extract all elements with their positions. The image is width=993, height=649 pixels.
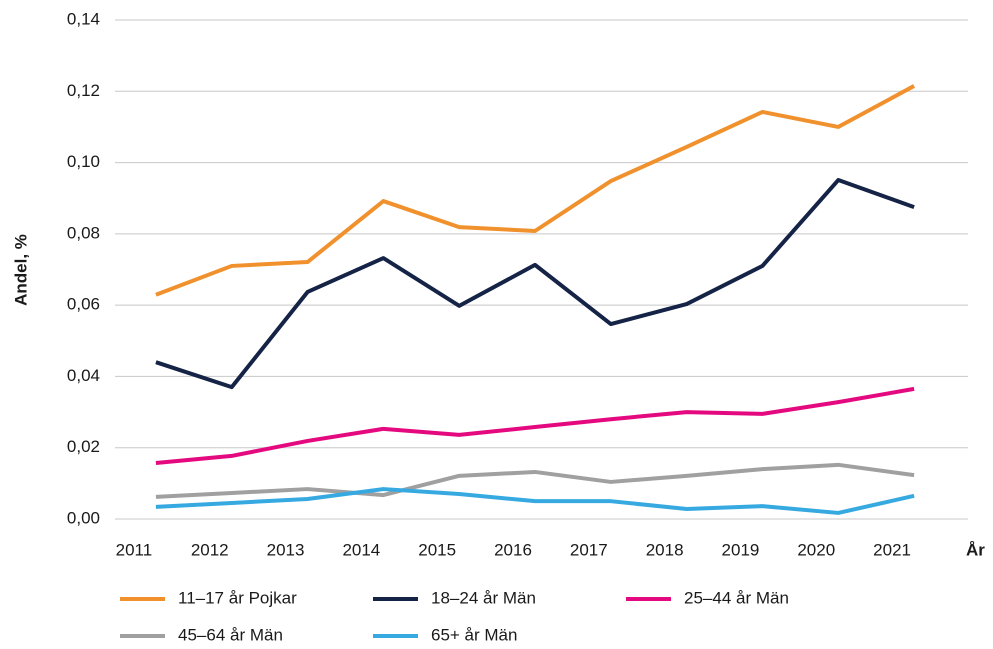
x-tick-label: 2021 xyxy=(873,540,911,559)
y-tick-label: 0,12 xyxy=(67,81,100,100)
x-tick-label: 2012 xyxy=(191,540,229,559)
x-tick-label: 2019 xyxy=(722,540,760,559)
x-tick-label: 2020 xyxy=(797,540,835,559)
y-tick-label: 0,08 xyxy=(67,223,100,242)
y-tick-label: 0,02 xyxy=(67,437,100,456)
y-tick-label: 0,06 xyxy=(67,295,100,314)
x-tick-label: 2018 xyxy=(646,540,684,559)
series-line xyxy=(155,386,915,466)
x-tick-label: 2015 xyxy=(418,540,456,559)
series-line xyxy=(155,487,915,515)
legend-label: 11–17 år Pojkar xyxy=(178,588,297,607)
x-tick-label: 2013 xyxy=(267,540,305,559)
y-tick-label: 0,00 xyxy=(67,508,100,527)
x-tick-label: 2014 xyxy=(342,540,380,559)
y-axis-title: Andel, % xyxy=(11,234,30,306)
legend-label: 65+ år Män xyxy=(431,625,517,644)
series-line xyxy=(155,84,916,297)
legend-label: 18–24 år Män xyxy=(431,588,536,607)
y-tick-label: 0,14 xyxy=(67,9,100,28)
legend-label: 45–64 år Män xyxy=(178,625,283,644)
series-line xyxy=(155,462,915,499)
x-tick-label: 2016 xyxy=(494,540,532,559)
y-tick-label: 0,10 xyxy=(67,152,100,171)
series-line xyxy=(155,178,915,390)
x-tick-label: 2017 xyxy=(570,540,608,559)
x-tick-label: 2011 xyxy=(116,540,153,559)
legend-label: 25–44 år Män xyxy=(684,588,789,607)
x-axis-title: År xyxy=(966,540,985,559)
y-tick-label: 0,04 xyxy=(67,366,100,385)
